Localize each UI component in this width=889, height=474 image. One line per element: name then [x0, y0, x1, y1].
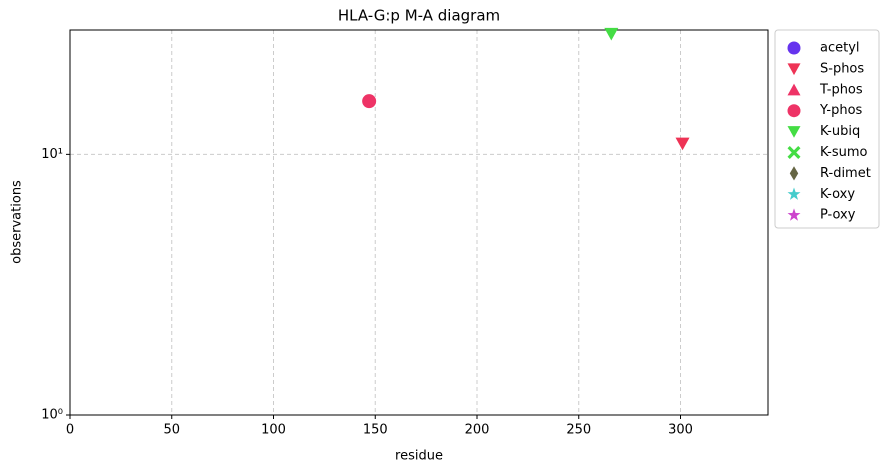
legend-label: Y-phos — [819, 103, 863, 118]
legend-box — [774, 29, 880, 229]
legend-label: acetyl — [820, 41, 860, 56]
legend-label: K-oxy — [820, 187, 855, 202]
legend-marker — [787, 208, 801, 221]
legend-label: S-phos — [820, 61, 864, 76]
x-axis-label: residue — [395, 449, 443, 464]
y-tick-label: 10¹ — [41, 147, 63, 162]
y-axis-label: observations — [10, 180, 25, 264]
plot-frame — [69, 29, 769, 416]
legend-label: T-phos — [819, 82, 863, 97]
x-tick-label: 150 — [363, 423, 388, 438]
legend-marker — [789, 166, 799, 181]
x-tick-label: 0 — [66, 423, 74, 438]
legend-marker — [787, 41, 801, 55]
point — [362, 94, 377, 109]
legend-marker — [787, 104, 801, 118]
legend-marker — [787, 83, 801, 96]
legend-marker — [787, 126, 801, 138]
x-tick-label: 200 — [465, 423, 490, 438]
x-tick-label: 250 — [566, 423, 591, 438]
legend-marker — [787, 187, 801, 200]
legend-marker — [787, 63, 801, 76]
legend-marker — [787, 146, 801, 159]
x-tick-label: 100 — [261, 423, 286, 438]
legend-label: R-dimet — [820, 166, 871, 181]
x-tick-label: 50 — [163, 423, 180, 438]
legend-label: K-ubiq — [820, 124, 860, 139]
x-tick-label: 300 — [668, 423, 693, 438]
legend-label: P-oxy — [820, 208, 856, 223]
y-tick-label: 10⁰ — [41, 408, 63, 423]
point — [604, 27, 619, 41]
chart-title: HLA-G:p M-A diagram — [338, 7, 500, 25]
legend-label: K-sumo — [820, 145, 868, 160]
point — [675, 137, 690, 151]
